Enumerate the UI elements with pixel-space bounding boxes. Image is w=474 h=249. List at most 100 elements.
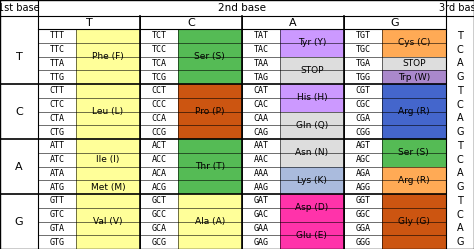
- Text: Lys (K): Lys (K): [297, 176, 327, 185]
- Text: GAG: GAG: [254, 238, 268, 247]
- Bar: [344, 235, 382, 249]
- Bar: [242, 43, 280, 57]
- Text: AAT: AAT: [254, 141, 268, 150]
- Text: Val (V): Val (V): [93, 217, 123, 226]
- Text: Glu (E): Glu (E): [296, 231, 328, 240]
- Text: CGA: CGA: [356, 114, 370, 123]
- Text: STOP: STOP: [402, 59, 426, 68]
- Text: Ser (S): Ser (S): [194, 52, 225, 61]
- Bar: [344, 180, 382, 194]
- Text: Ala (A): Ala (A): [195, 217, 225, 226]
- Bar: [140, 43, 178, 57]
- Text: GTC: GTC: [49, 210, 64, 219]
- Text: A: A: [456, 113, 463, 123]
- Text: CGG: CGG: [356, 128, 370, 137]
- Bar: [344, 153, 382, 167]
- Bar: [280, 222, 344, 249]
- Text: GTG: GTG: [49, 238, 64, 247]
- Text: Cys (C): Cys (C): [398, 38, 430, 47]
- Bar: [38, 180, 76, 194]
- Bar: [38, 84, 76, 98]
- Bar: [38, 125, 76, 139]
- Text: AAA: AAA: [254, 169, 268, 178]
- Text: AAC: AAC: [254, 155, 268, 164]
- Text: GGG: GGG: [356, 238, 370, 247]
- Text: GGC: GGC: [356, 210, 370, 219]
- Text: TGT: TGT: [356, 31, 370, 40]
- Bar: [242, 167, 280, 180]
- Bar: [38, 112, 76, 125]
- Bar: [140, 125, 178, 139]
- Text: 3rd base: 3rd base: [439, 3, 474, 13]
- Text: T: T: [457, 141, 463, 151]
- Text: CTC: CTC: [49, 100, 64, 109]
- Bar: [280, 167, 344, 194]
- Bar: [344, 208, 382, 222]
- Bar: [38, 29, 76, 43]
- Text: Pro (P): Pro (P): [195, 107, 225, 116]
- Text: His (H): His (H): [297, 93, 327, 102]
- Bar: [140, 139, 178, 153]
- Text: G: G: [456, 127, 464, 137]
- Bar: [38, 16, 140, 29]
- Bar: [76, 139, 140, 180]
- Text: AGC: AGC: [356, 155, 370, 164]
- Bar: [140, 16, 242, 29]
- Text: AAG: AAG: [254, 183, 268, 192]
- Text: GGA: GGA: [356, 224, 370, 233]
- Bar: [344, 194, 382, 208]
- Bar: [140, 194, 178, 208]
- Text: TAC: TAC: [254, 45, 268, 54]
- Text: CTT: CTT: [49, 86, 64, 95]
- Bar: [140, 84, 178, 98]
- Text: Trp (W): Trp (W): [398, 73, 430, 82]
- Text: Arg (R): Arg (R): [398, 107, 430, 116]
- Text: CTA: CTA: [49, 114, 64, 123]
- Bar: [242, 98, 280, 112]
- Bar: [38, 70, 76, 84]
- Text: GAA: GAA: [254, 224, 268, 233]
- Bar: [344, 125, 382, 139]
- Bar: [242, 208, 280, 222]
- Text: T: T: [457, 31, 463, 41]
- Text: Thr (T): Thr (T): [195, 162, 225, 171]
- Text: C: C: [456, 45, 464, 55]
- Bar: [280, 57, 344, 84]
- Bar: [38, 167, 76, 180]
- Text: CAC: CAC: [254, 100, 268, 109]
- Bar: [38, 194, 76, 208]
- Bar: [344, 84, 382, 98]
- Text: G: G: [456, 182, 464, 192]
- Bar: [242, 112, 280, 125]
- Bar: [344, 70, 382, 84]
- Text: A: A: [289, 17, 297, 27]
- Bar: [382, 57, 446, 70]
- Bar: [242, 139, 280, 153]
- Text: TTG: TTG: [49, 73, 64, 82]
- Text: C: C: [456, 155, 464, 165]
- Bar: [382, 167, 446, 194]
- Bar: [140, 112, 178, 125]
- Text: C: C: [15, 107, 23, 117]
- Text: GTA: GTA: [49, 224, 64, 233]
- Bar: [178, 84, 242, 139]
- Bar: [140, 167, 178, 180]
- Text: STOP: STOP: [300, 66, 324, 75]
- Text: G: G: [15, 216, 23, 227]
- Text: CCC: CCC: [151, 100, 166, 109]
- Text: Leu (L): Leu (L): [92, 107, 123, 116]
- Bar: [242, 125, 280, 139]
- Text: ACT: ACT: [151, 141, 166, 150]
- Text: C: C: [456, 100, 464, 110]
- Bar: [140, 29, 178, 43]
- Bar: [280, 139, 344, 167]
- Text: G: G: [456, 72, 464, 82]
- Bar: [344, 98, 382, 112]
- Text: Phe (F): Phe (F): [92, 52, 124, 61]
- Text: ATG: ATG: [49, 183, 64, 192]
- Text: T: T: [86, 17, 92, 27]
- Text: AGT: AGT: [356, 141, 370, 150]
- Bar: [242, 57, 280, 70]
- Bar: [38, 235, 76, 249]
- Text: ACA: ACA: [151, 169, 166, 178]
